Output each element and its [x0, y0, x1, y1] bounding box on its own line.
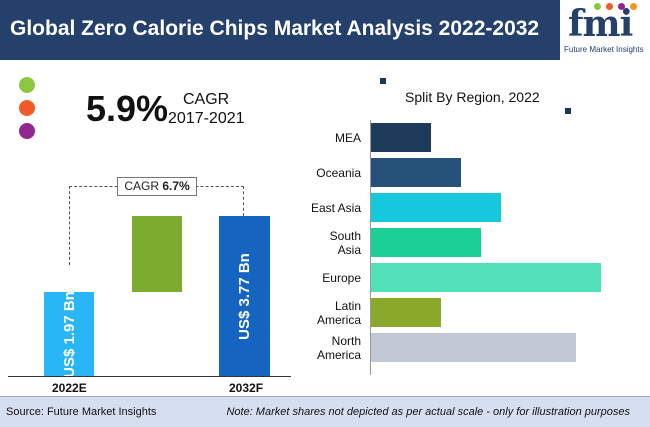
- decorative-square: [380, 78, 386, 84]
- year-label-2022e: 2022E: [52, 381, 87, 395]
- decorative-square: [565, 108, 571, 114]
- region-axis: [370, 120, 371, 375]
- cagr-forecast-prefix: CAGR: [124, 179, 159, 193]
- footer: Source: Future Market Insights Note: Mar…: [0, 396, 650, 427]
- region-label: North America: [316, 333, 361, 362]
- green-dot: [19, 77, 35, 93]
- bar-increment: [132, 216, 182, 293]
- cagr-historic-period: 2017-2021: [168, 110, 245, 127]
- page-title: Global Zero Calorie Chips Market Analysi…: [10, 17, 540, 40]
- region-bar: [371, 123, 431, 152]
- region-bar: [371, 298, 441, 327]
- region-chart-title: Split By Region, 2022: [405, 89, 540, 105]
- orange-dot: [19, 100, 35, 116]
- cagr-historic-label: CAGR: [183, 91, 230, 108]
- region-label: South Asia: [329, 228, 361, 257]
- footer-note: Note: Market shares not depicted as per …: [226, 406, 630, 418]
- region-label: Oceania: [316, 165, 361, 180]
- cagr-connector-right: [243, 186, 244, 216]
- title-banner: Global Zero Calorie Chips Market Analysi…: [0, 0, 560, 60]
- cagr-forecast-box: CAGR 6.7%: [117, 177, 197, 196]
- baseline: [8, 376, 291, 377]
- region-bar: [371, 158, 461, 187]
- region-bar: [371, 333, 576, 362]
- footer-source: Source: Future Market Insights: [6, 406, 157, 418]
- fmi-logo: fmi Future Market Insights: [560, 0, 650, 60]
- cagr-forecast-value: 6.7%: [162, 179, 190, 193]
- logo-dot: [606, 3, 613, 10]
- region-label: MEA: [334, 130, 361, 145]
- region-bar: [371, 193, 501, 222]
- logo-dot: [594, 3, 601, 10]
- purple-dot: [19, 123, 35, 139]
- region-bar: [371, 263, 601, 292]
- region-label: Latin America: [316, 298, 361, 327]
- cagr-connector-left: [69, 186, 70, 265]
- logo-subtitle: Future Market Insights: [564, 45, 644, 54]
- bar-2022e: US$ 1.97 Bn: [44, 290, 94, 378]
- logo-dot: [618, 3, 625, 10]
- bar-2032f: US$ 3.77 Bn: [219, 216, 270, 376]
- logo-wordmark: fmi: [568, 3, 633, 45]
- logo-dot: [630, 3, 637, 10]
- region-label: East Asia: [310, 200, 361, 215]
- region-bar: [371, 228, 481, 257]
- year-label-2032f: 2032F: [229, 381, 264, 395]
- bar-2022e-label: US$ 1.97 Bn: [60, 290, 78, 378]
- region-label: Europe: [322, 270, 361, 285]
- cagr-historic-value: 5.9%: [86, 88, 169, 129]
